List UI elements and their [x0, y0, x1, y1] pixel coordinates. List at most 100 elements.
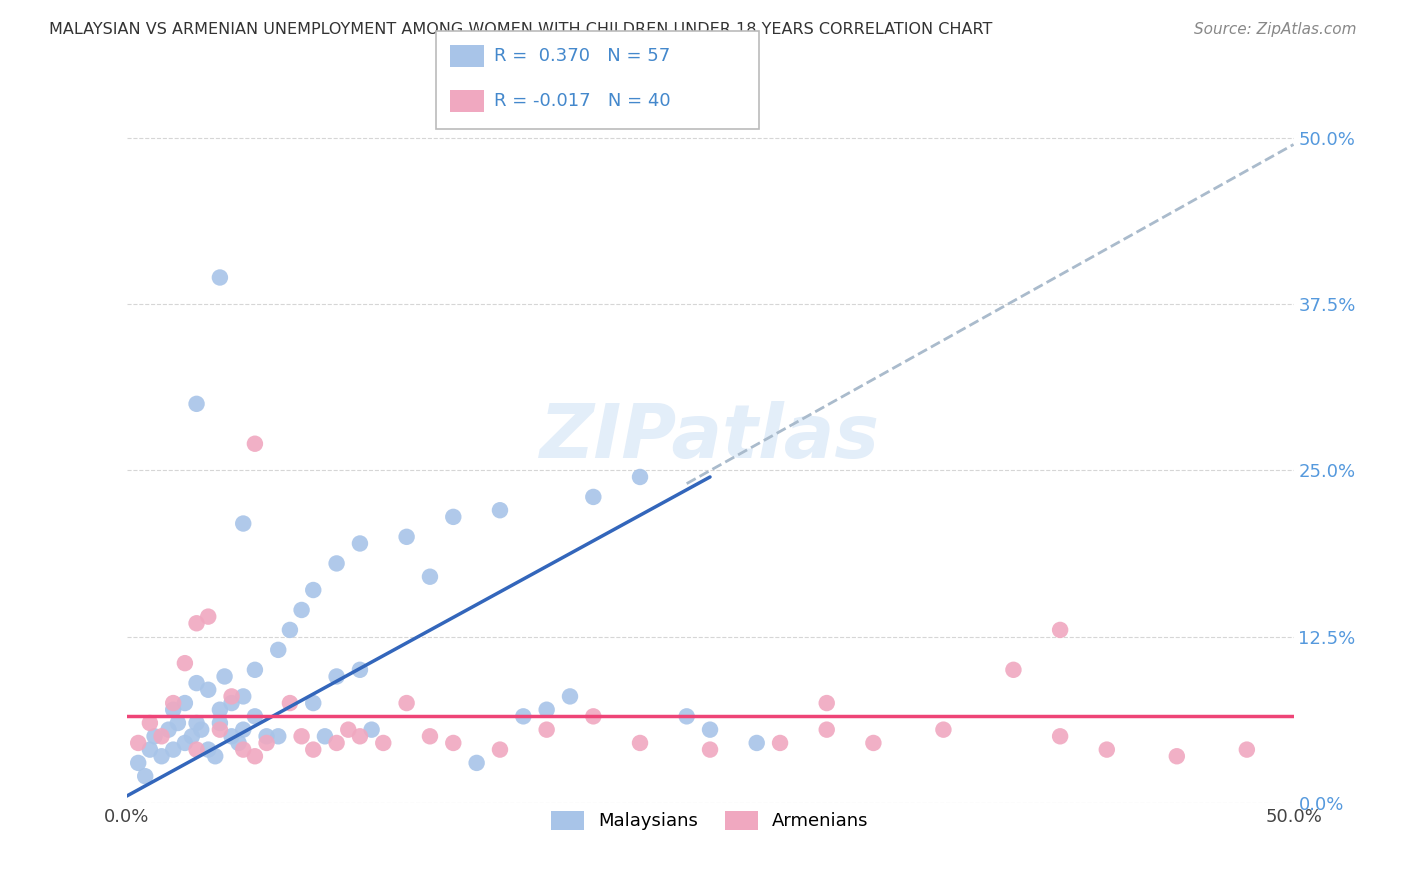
- Point: [232, 742, 254, 756]
- Point: [221, 690, 243, 704]
- Point: [815, 723, 838, 737]
- Point: [174, 656, 197, 670]
- Point: [208, 270, 231, 285]
- Point: [221, 729, 243, 743]
- Point: [489, 503, 512, 517]
- Point: [395, 530, 418, 544]
- Point: [932, 723, 955, 737]
- Point: [162, 742, 184, 756]
- Point: [278, 623, 301, 637]
- Point: [628, 470, 651, 484]
- Point: [349, 536, 371, 550]
- Point: [769, 736, 792, 750]
- Point: [441, 509, 464, 524]
- Point: [349, 663, 371, 677]
- Point: [489, 742, 512, 756]
- Point: [278, 696, 301, 710]
- Point: [628, 736, 651, 750]
- Point: [290, 603, 312, 617]
- Point: [186, 742, 208, 756]
- Point: [441, 736, 464, 750]
- Point: [221, 696, 243, 710]
- Point: [208, 716, 231, 731]
- Text: R = -0.017   N = 40: R = -0.017 N = 40: [494, 92, 671, 110]
- Point: [1049, 623, 1071, 637]
- Point: [232, 516, 254, 531]
- Point: [143, 729, 166, 743]
- Point: [208, 723, 231, 737]
- Point: [325, 736, 347, 750]
- Point: [558, 690, 581, 704]
- Point: [536, 703, 558, 717]
- Point: [197, 682, 219, 697]
- Point: [419, 570, 441, 584]
- Point: [162, 703, 184, 717]
- Point: [675, 709, 697, 723]
- Point: [134, 769, 156, 783]
- Point: [139, 716, 162, 731]
- Point: [325, 557, 347, 571]
- Point: [862, 736, 884, 750]
- Point: [139, 742, 162, 756]
- Point: [302, 742, 325, 756]
- Point: [267, 729, 290, 743]
- Point: [232, 723, 254, 737]
- Point: [1095, 742, 1118, 756]
- Point: [1236, 742, 1258, 756]
- Point: [190, 723, 212, 737]
- Point: [290, 729, 312, 743]
- Point: [256, 729, 278, 743]
- Point: [186, 676, 208, 690]
- Point: [174, 736, 197, 750]
- Point: [186, 716, 208, 731]
- Point: [150, 749, 173, 764]
- Point: [243, 749, 266, 764]
- Point: [174, 696, 197, 710]
- Legend: Malaysians, Armenians: Malaysians, Armenians: [544, 804, 876, 838]
- Point: [243, 436, 266, 450]
- Point: [512, 709, 534, 723]
- Point: [302, 696, 325, 710]
- Point: [197, 742, 219, 756]
- Text: Source: ZipAtlas.com: Source: ZipAtlas.com: [1194, 22, 1357, 37]
- Point: [167, 716, 190, 731]
- Point: [325, 669, 347, 683]
- Point: [243, 709, 266, 723]
- Point: [127, 736, 149, 750]
- Point: [256, 736, 278, 750]
- Point: [150, 729, 173, 743]
- Point: [1002, 663, 1025, 677]
- Point: [208, 703, 231, 717]
- Point: [214, 669, 236, 683]
- Point: [1049, 729, 1071, 743]
- Point: [582, 709, 605, 723]
- Point: [373, 736, 395, 750]
- Point: [302, 582, 325, 597]
- Text: ZIPatlas: ZIPatlas: [540, 401, 880, 474]
- Point: [699, 723, 721, 737]
- Point: [395, 696, 418, 710]
- Point: [582, 490, 605, 504]
- Point: [127, 756, 149, 770]
- Point: [228, 736, 250, 750]
- Point: [267, 643, 290, 657]
- Text: MALAYSIAN VS ARMENIAN UNEMPLOYMENT AMONG WOMEN WITH CHILDREN UNDER 18 YEARS CORR: MALAYSIAN VS ARMENIAN UNEMPLOYMENT AMONG…: [49, 22, 993, 37]
- Point: [186, 397, 208, 411]
- Point: [349, 729, 371, 743]
- Point: [204, 749, 226, 764]
- Point: [536, 723, 558, 737]
- Point: [745, 736, 768, 750]
- Point: [699, 742, 721, 756]
- Point: [1166, 749, 1188, 764]
- Point: [157, 723, 180, 737]
- Point: [197, 609, 219, 624]
- Point: [337, 723, 360, 737]
- Point: [243, 663, 266, 677]
- Text: R =  0.370   N = 57: R = 0.370 N = 57: [494, 47, 669, 65]
- Point: [815, 696, 838, 710]
- Point: [419, 729, 441, 743]
- Point: [186, 616, 208, 631]
- Point: [360, 723, 382, 737]
- Point: [314, 729, 336, 743]
- Point: [465, 756, 488, 770]
